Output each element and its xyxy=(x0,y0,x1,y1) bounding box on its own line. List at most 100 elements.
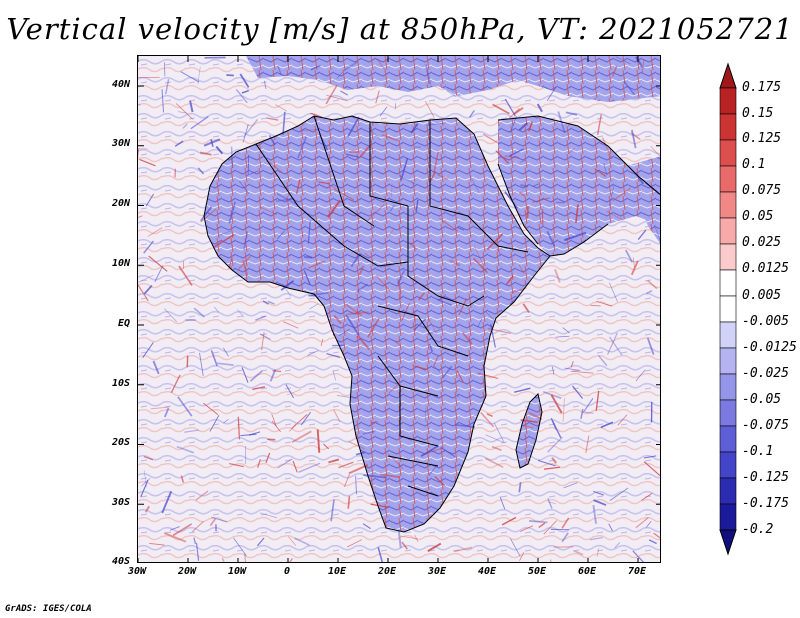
velocity-streak xyxy=(298,462,321,473)
velocity-streak xyxy=(326,352,341,359)
velocity-streak xyxy=(596,548,600,557)
velocity-streak xyxy=(477,318,483,328)
velocity-streak xyxy=(647,279,658,290)
velocity-streak xyxy=(209,414,220,432)
velocity-streak xyxy=(178,265,193,286)
grads-credit: GrADS: IGES/COLA xyxy=(5,604,92,614)
lat-label-30s: 30S xyxy=(111,497,130,508)
velocity-streak xyxy=(247,154,250,175)
velocity-streak xyxy=(203,402,219,416)
velocity-streak xyxy=(496,247,501,256)
colorbar-swatch xyxy=(719,373,737,401)
velocity-streak xyxy=(520,184,529,188)
velocity-streak xyxy=(303,270,311,286)
velocity-streak xyxy=(574,550,584,556)
velocity-streak xyxy=(495,150,510,164)
velocity-streak xyxy=(565,111,578,116)
velocity-streak xyxy=(145,193,155,207)
velocity-streak xyxy=(482,133,500,145)
velocity-streak xyxy=(327,199,341,218)
velocity-streak xyxy=(347,116,360,137)
velocity-streak xyxy=(330,499,335,522)
velocity-streak xyxy=(428,317,438,336)
velocity-streak xyxy=(510,116,517,133)
velocity-streak xyxy=(310,112,322,118)
velocity-streak xyxy=(190,116,209,130)
velocity-streak xyxy=(389,204,395,212)
velocity-streak xyxy=(163,308,178,323)
velocity-streak xyxy=(388,384,398,394)
country-boundaries xyxy=(203,115,660,533)
colorbar-swatch xyxy=(719,191,737,219)
colorbar-arrow-bottom xyxy=(719,529,737,556)
velocity-streak xyxy=(603,163,608,176)
velocity-streak xyxy=(370,421,378,424)
velocity-streak xyxy=(413,318,427,331)
velocity-streak xyxy=(280,279,295,291)
velocity-streak xyxy=(241,90,249,94)
velocity-streak xyxy=(510,538,521,557)
velocity-streak xyxy=(514,387,531,393)
velocity-streak xyxy=(138,215,143,219)
colorbar-swatch xyxy=(719,347,737,375)
velocity-streak xyxy=(490,323,496,348)
velocity-streak xyxy=(485,311,499,324)
velocity-streak xyxy=(163,532,187,543)
velocity-streak xyxy=(641,59,645,74)
velocity-streak xyxy=(456,370,464,383)
velocity-streak xyxy=(292,460,298,473)
velocity-streak xyxy=(597,354,608,367)
velocity-streak xyxy=(195,542,200,561)
velocity-streak xyxy=(228,462,244,468)
colorbar-label: 0.175 xyxy=(742,80,782,95)
velocity-streak xyxy=(340,90,349,96)
velocity-streak xyxy=(233,537,247,556)
velocity-streak xyxy=(289,557,294,562)
velocity-streak xyxy=(282,283,292,297)
velocity-streak xyxy=(455,423,476,428)
velocity-streak xyxy=(258,206,278,216)
velocity-streak xyxy=(379,473,400,478)
velocity-streak xyxy=(184,429,200,433)
velocity-streak xyxy=(486,413,493,417)
velocity-streak xyxy=(288,536,297,546)
velocity-streak xyxy=(163,62,166,77)
velocity-streak xyxy=(138,76,160,79)
colorbar-swatch xyxy=(719,503,737,531)
velocity-streak xyxy=(193,537,197,544)
velocity-streak xyxy=(548,501,556,504)
velocity-streak xyxy=(138,274,154,283)
velocity-streak xyxy=(277,65,282,75)
velocity-streak xyxy=(237,416,241,440)
velocity-streak xyxy=(643,461,660,477)
velocity-streak xyxy=(154,265,164,283)
colorbar-swatch xyxy=(719,243,737,271)
velocity-streak xyxy=(538,522,546,529)
velocity-streak xyxy=(537,459,556,467)
velocity-streak xyxy=(277,230,285,240)
velocity-streak xyxy=(437,174,449,180)
colorbar-swatch xyxy=(719,425,737,453)
velocity-streak xyxy=(255,315,266,321)
velocity-streak xyxy=(438,293,447,300)
velocity-streak xyxy=(433,151,439,174)
velocity-streak xyxy=(237,255,252,271)
velocity-streak xyxy=(308,260,325,269)
velocity-streak xyxy=(343,474,351,488)
velocity-streak xyxy=(486,233,504,251)
velocity-streak xyxy=(249,370,263,382)
velocity-streak xyxy=(242,259,249,277)
velocity-streak xyxy=(501,516,517,526)
velocity-streak xyxy=(297,136,307,159)
velocity-streak xyxy=(519,159,526,163)
velocity-streak xyxy=(267,300,275,305)
velocity-streak xyxy=(345,153,360,158)
velocity-streak xyxy=(291,430,312,443)
velocity-streak xyxy=(193,307,205,318)
madagascar-landmass xyxy=(516,394,542,468)
velocity-streak xyxy=(449,259,461,267)
velocity-streak xyxy=(175,103,194,120)
colorbar-label: -0.0125 xyxy=(742,340,797,355)
velocity-streak xyxy=(139,158,156,167)
velocity-streak xyxy=(262,300,269,305)
